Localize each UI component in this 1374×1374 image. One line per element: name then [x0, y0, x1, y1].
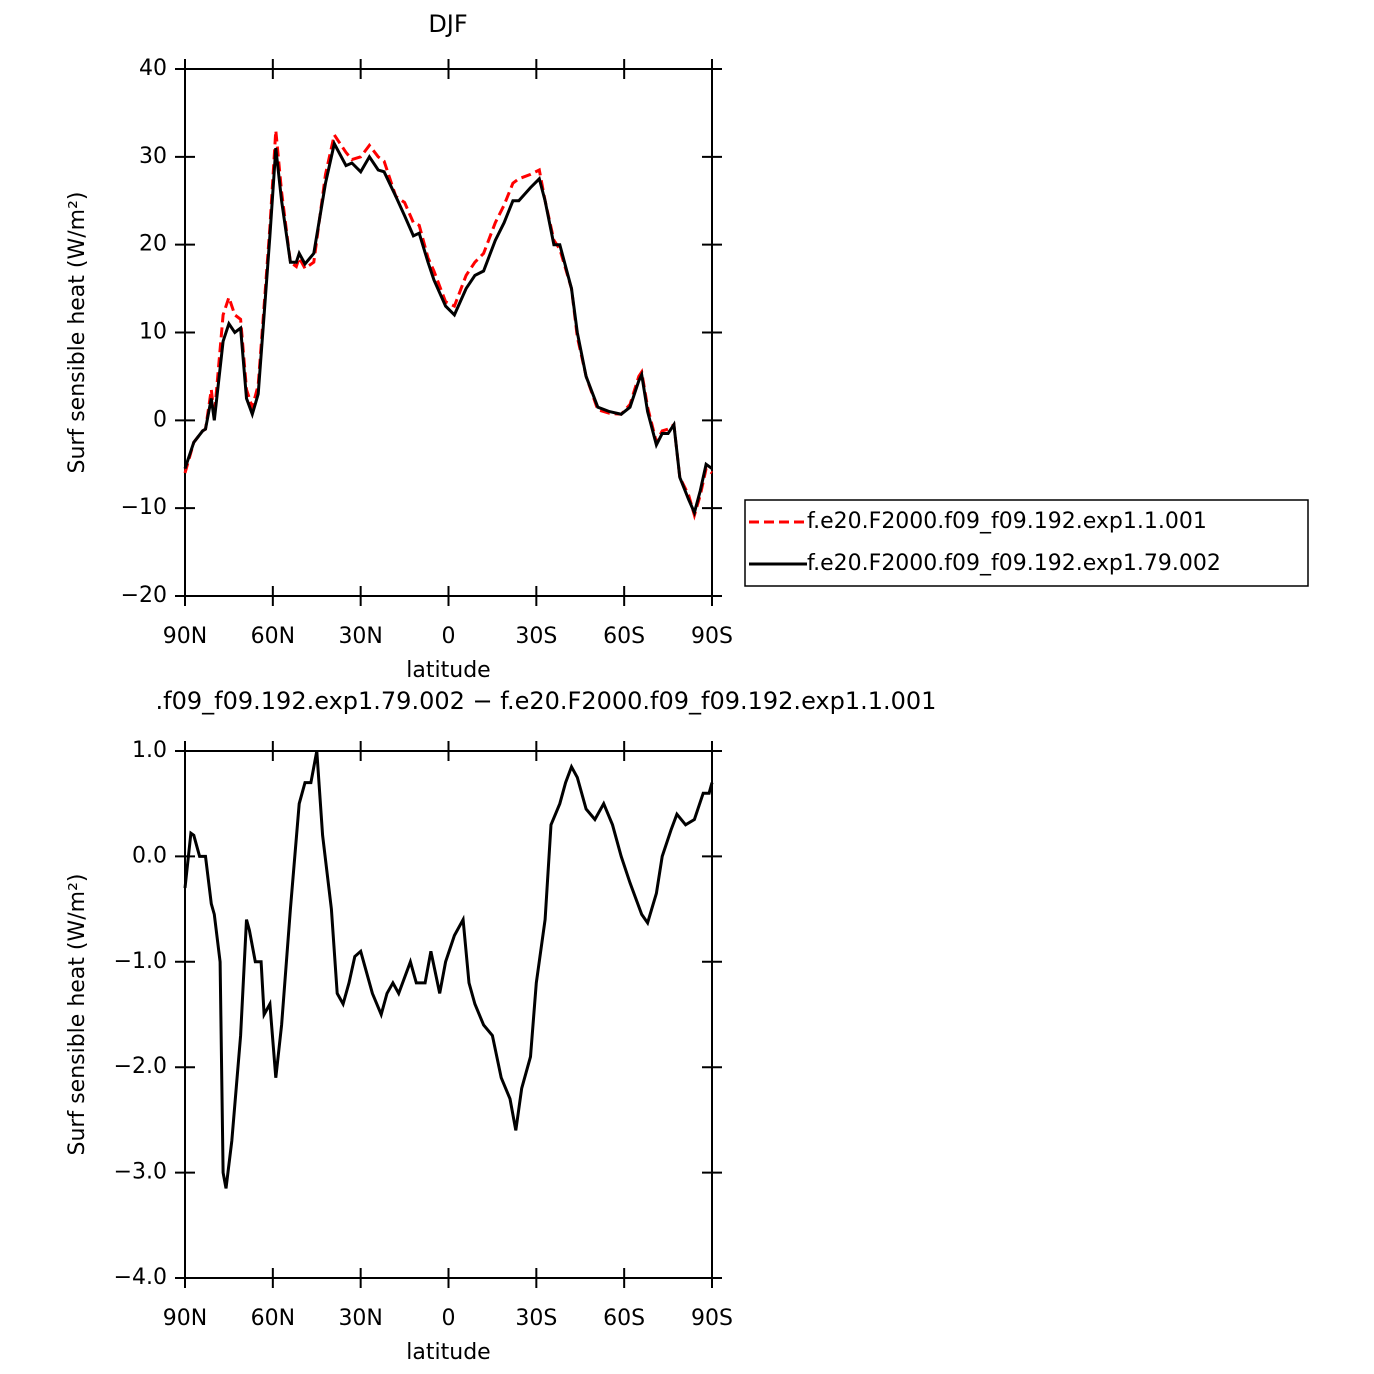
y-tick-label: −1.0 [114, 949, 167, 974]
x-tick-label: 60S [603, 1306, 645, 1331]
plot-frame [184, 750, 713, 1279]
y-tick-label: 1.0 [132, 738, 167, 763]
data-line [183, 750, 714, 1189]
legend-label: f.e20.F2000.f09_f09.192.exp1.79.002 [807, 551, 1221, 576]
chart-title: DJF [428, 10, 467, 38]
data-line [183, 139, 713, 518]
y-tick-label: −2.0 [114, 1054, 167, 1079]
x-tick-label: 90S [691, 624, 733, 649]
x-tick-label: 30N [338, 624, 382, 649]
y-axis-label: Surf sensible heat (W/m²) [65, 874, 90, 1156]
x-tick-label: 30S [515, 1306, 557, 1331]
y-tick-label: 0.0 [132, 843, 167, 868]
plot-frame [184, 68, 713, 597]
x-tick-label: 0 [442, 624, 456, 649]
x-tick-label: 30N [338, 1306, 382, 1331]
x-axis-label: latitude [406, 1340, 490, 1365]
chart-title: .f09_f09.192.exp1.79.002 − f.e20.F2000.f… [156, 687, 937, 715]
legend-label: f.e20.F2000.f09_f09.192.exp1.1.001 [807, 509, 1207, 534]
y-tick-label: 0 [153, 407, 167, 432]
y-axis-label: Surf sensible heat (W/m²) [65, 192, 90, 474]
legend-box [744, 499, 1309, 587]
y-tick-label: 40 [139, 56, 167, 81]
y-tick-label: −20 [121, 583, 167, 608]
x-tick-label: 30S [515, 624, 557, 649]
x-tick-label: 60S [603, 624, 645, 649]
x-axis-label: latitude [406, 658, 490, 683]
y-tick-label: 20 [139, 232, 167, 257]
y-tick-label: 10 [139, 320, 167, 345]
x-tick-label: 90S [691, 1306, 733, 1331]
x-tick-label: 90N [163, 1306, 207, 1331]
x-tick-label: 60N [251, 1306, 295, 1331]
y-tick-label: −3.0 [114, 1160, 167, 1185]
y-tick-label: 30 [139, 144, 167, 169]
x-tick-label: 90N [163, 624, 207, 649]
y-tick-label: −4.0 [114, 1265, 167, 1290]
x-tick-label: 0 [442, 1306, 456, 1331]
data-line [183, 130, 713, 521]
x-tick-label: 60N [251, 624, 295, 649]
y-tick-label: −10 [121, 495, 167, 520]
